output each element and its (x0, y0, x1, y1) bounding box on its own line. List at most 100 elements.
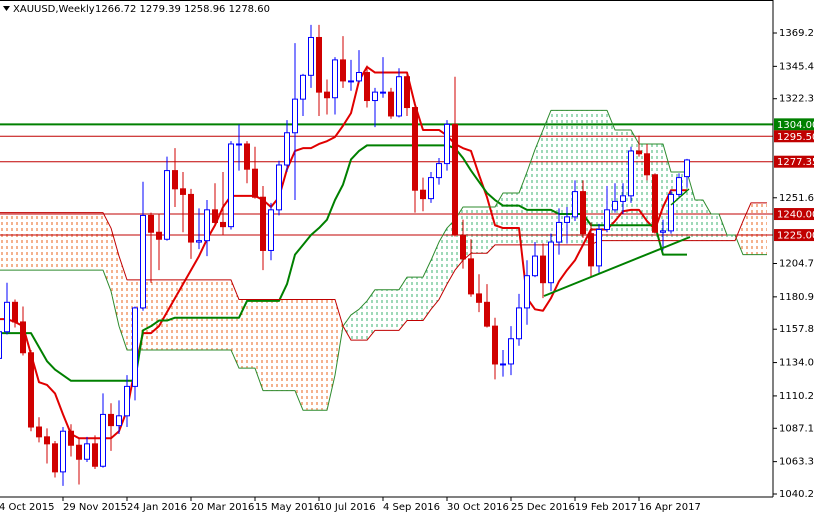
candle-body (164, 170, 170, 240)
level-label: 1277.35 (777, 157, 814, 168)
cloud-fill (63, 212, 71, 271)
candle-body (668, 193, 674, 232)
cloud-fill (47, 212, 55, 271)
candle-body (572, 191, 578, 218)
candle-body (124, 385, 130, 417)
cloud-fill (479, 207, 487, 254)
cloud-fill (495, 193, 503, 245)
y-tick-label: 1251.60 (779, 193, 814, 204)
candle-body (444, 123, 450, 165)
candle-body (556, 221, 562, 243)
cloud-fill (87, 212, 95, 271)
cloud-fill (263, 299, 271, 391)
candle-body (188, 193, 194, 243)
cloud-fill (167, 279, 175, 350)
cloud-fill (287, 299, 295, 391)
cloud-fill (191, 279, 199, 350)
cloud-fill (695, 200, 703, 241)
cloud-fill (759, 202, 767, 255)
candle-body (396, 76, 402, 117)
cloud-fill (223, 279, 231, 350)
cloud-fill (391, 289, 399, 331)
cloud-fill (79, 212, 87, 271)
candle-body (332, 59, 338, 99)
candle-body (292, 98, 298, 134)
candle-body (284, 132, 290, 166)
plot-area (0, 24, 773, 486)
y-tick-label: 1180.90 (779, 292, 814, 303)
level-label-box (774, 208, 814, 221)
candle-body (20, 321, 26, 354)
candle-body (132, 307, 138, 387)
axes: 1040.20 1063.30 1087.10 1110.20 1134.00 1157.… (0, 28, 814, 513)
candle-body (12, 301, 18, 323)
candle-body (268, 209, 274, 251)
cloud-fill (599, 110, 607, 241)
level-label: 1295.50 (777, 132, 814, 143)
y-tick-label: 1134.00 (779, 358, 814, 369)
candle-body (636, 150, 642, 155)
cloud-fill (279, 299, 287, 391)
cloud-fill (247, 299, 255, 369)
indicator-line (0, 202, 767, 341)
candle-body (388, 91, 394, 117)
cloud-fill (535, 129, 543, 245)
cloud-fill (447, 219, 455, 285)
x-tick-label: 16 Apr 2017 (639, 502, 701, 513)
x-tick-label: 15 May 2016 (255, 502, 320, 513)
level-label-box (774, 118, 814, 131)
candle-body (28, 352, 34, 428)
cloud-fill (119, 256, 127, 350)
candle-body (308, 36, 314, 76)
cloud-fill (527, 149, 535, 245)
candle-body (652, 174, 658, 233)
candle-body (452, 123, 458, 236)
cloud-fill (751, 202, 759, 255)
candle-body (76, 444, 82, 460)
cloud-fill (103, 212, 111, 292)
cloud-fill (183, 279, 191, 350)
cloud-fill (511, 193, 519, 245)
candle-body (540, 255, 546, 284)
candle-body (612, 200, 618, 211)
candle-body (212, 209, 218, 223)
x-tick-label: 24 Jan 2016 (127, 502, 187, 513)
cloud-fill (71, 212, 79, 271)
candle-body (532, 255, 538, 277)
candle-body (460, 234, 466, 260)
candle-body (68, 430, 74, 446)
cloud-fill (335, 299, 343, 376)
candle-body (372, 91, 378, 102)
cloud-fill (375, 289, 383, 331)
cloud-fill (15, 212, 23, 271)
cloud-fill (367, 289, 375, 341)
cloud-fill (311, 299, 319, 411)
cloud-fill (711, 214, 719, 241)
candle-body (324, 91, 330, 99)
cloud-fill (351, 309, 359, 341)
candle-body (508, 338, 514, 365)
cloud-fill (439, 228, 447, 300)
indicator-line (0, 65, 687, 440)
cloud-fill (215, 279, 223, 350)
candle-body (276, 164, 282, 211)
candle-body (500, 363, 506, 366)
x-tick-label: 10 Jul 2016 (319, 502, 376, 513)
cloud-fill (175, 279, 183, 350)
cloud-fill (95, 212, 103, 271)
cloud-fill (359, 300, 367, 341)
menu-icon[interactable] (3, 6, 10, 11)
cloud-fill (415, 277, 423, 321)
cloud-fill (703, 200, 711, 241)
x-tick-label: 30 Oct 2016 (447, 502, 509, 513)
candle-body (596, 228, 602, 267)
candle-body (252, 168, 258, 198)
cloud-fill (31, 212, 39, 271)
cloud-fill (151, 279, 159, 350)
candle-body (140, 214, 146, 309)
y-tick-label: 1040.20 (779, 489, 814, 500)
cloud-fill (39, 212, 47, 271)
cloud-fill (471, 207, 479, 254)
cloud-fill (207, 279, 215, 350)
y-tick-label: 1204.70 (779, 258, 814, 269)
